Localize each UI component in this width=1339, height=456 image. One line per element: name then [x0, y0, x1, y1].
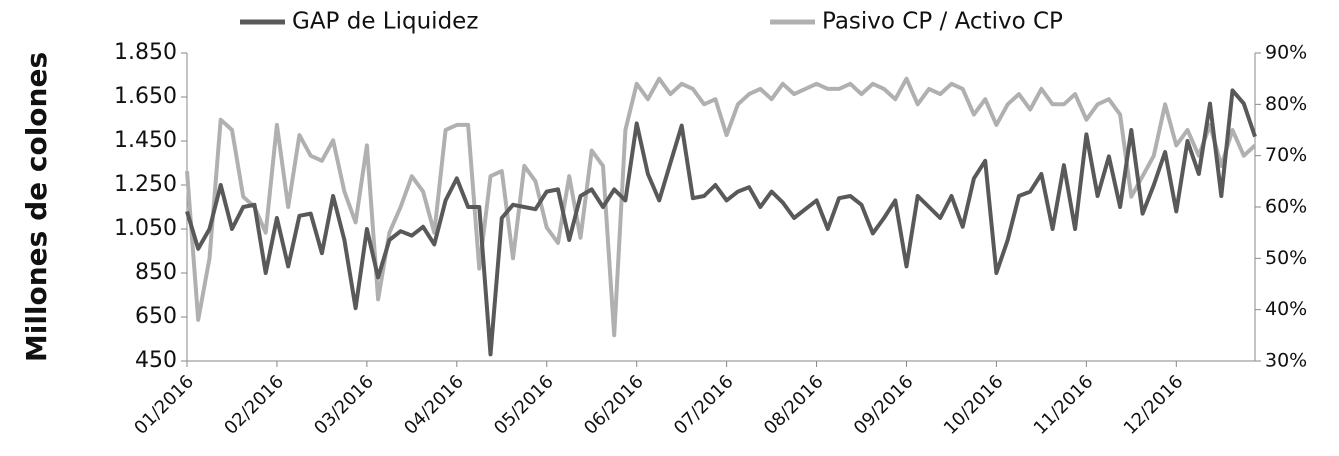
y-tick-label: 450: [135, 348, 177, 373]
y-tick-label: 1.250: [114, 172, 177, 197]
x-tick-label: 10/2016: [940, 371, 1008, 439]
y2-tick-label: 40%: [1265, 298, 1307, 320]
legend-label: GAP de Liquidez: [292, 9, 478, 35]
x-tick-label: 12/2016: [1120, 371, 1188, 439]
legend-label: Pasivo CP / Activo CP: [822, 9, 1063, 35]
x-tick-label: 01/2016: [130, 371, 198, 439]
x-tick-label: 05/2016: [490, 371, 558, 439]
x-tick-label: 08/2016: [760, 371, 828, 439]
x-tick-label: 04/2016: [400, 371, 468, 439]
y-axis-label: Millones de colones: [20, 52, 53, 362]
y-tick-label: 650: [135, 304, 177, 329]
y-tick-label: 850: [135, 260, 177, 285]
x-tick-label: 07/2016: [670, 371, 738, 439]
y-tick-label: 1.850: [114, 40, 177, 65]
y2-tick-label: 50%: [1265, 247, 1307, 269]
series-line: [185, 88, 1257, 357]
x-tick-label: 02/2016: [220, 371, 288, 439]
series-line: [185, 76, 1257, 338]
y2-tick-label: 70%: [1265, 144, 1307, 166]
y2-tick-label: 30%: [1265, 350, 1307, 372]
x-tick-label: 03/2016: [310, 371, 378, 439]
x-tick-label: 09/2016: [850, 371, 918, 439]
y-tick-label: 1.650: [114, 84, 177, 109]
y-tick-label: 1.050: [114, 216, 177, 241]
y-tick-label: 1.450: [114, 128, 177, 153]
x-tick-label: 06/2016: [580, 371, 648, 439]
y2-tick-label: 80%: [1265, 93, 1307, 115]
x-tick-label: 11/2016: [1030, 371, 1098, 439]
y2-tick-label: 60%: [1265, 196, 1307, 218]
y2-tick-label: 90%: [1265, 42, 1307, 64]
